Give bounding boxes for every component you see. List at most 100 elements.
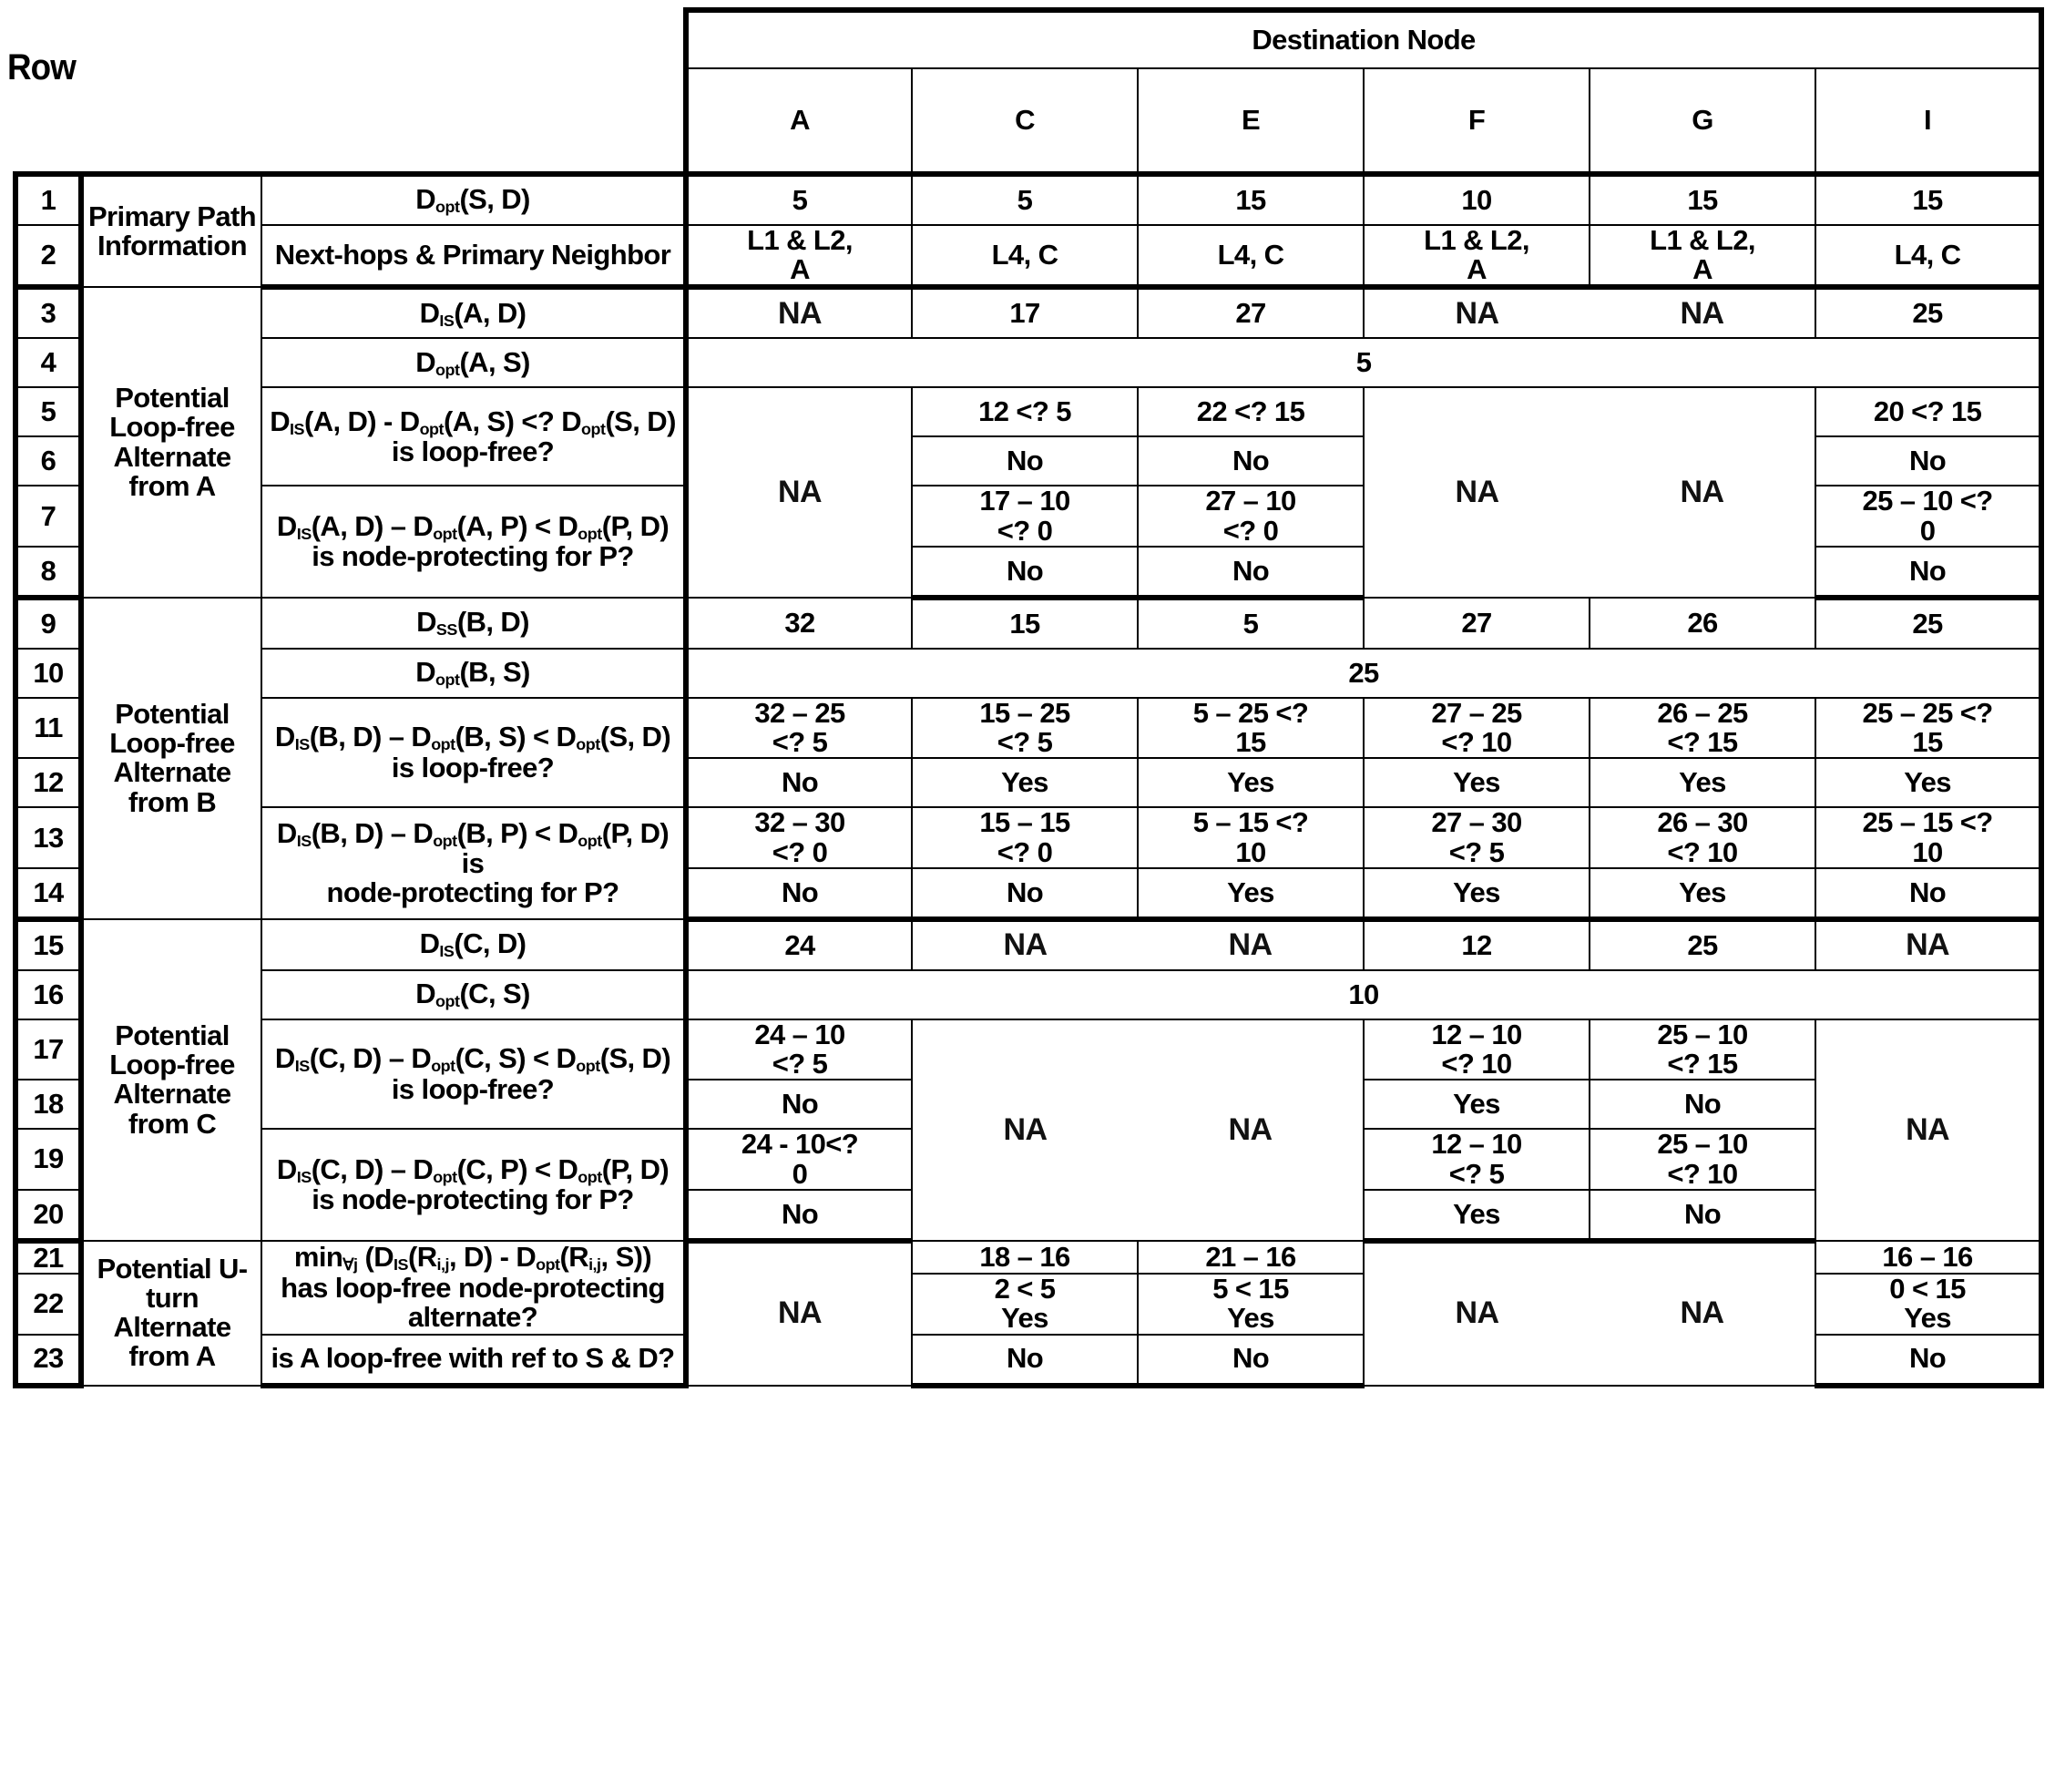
desc-dis-c-d: DIS(C, D): [261, 919, 686, 970]
cell-r1-a: 5: [686, 174, 912, 225]
desc-r10-post: (B, S): [459, 656, 529, 688]
group-label-alt-b-l2: Loop-free: [84, 729, 261, 758]
desc-r13-s1: IS: [297, 832, 312, 850]
row-number-21: 21: [15, 1241, 81, 1274]
table-row: 21 Potential U- turn Alternate from A mi…: [15, 1241, 2041, 1274]
row-number-19: 19: [15, 1129, 81, 1189]
cell-r14-a: No: [686, 868, 912, 919]
group-label-uturn-l3: Alternate: [84, 1313, 261, 1342]
group-label-uturn-l4: from A: [84, 1342, 261, 1371]
cell-r5r8-fg: NA NA: [1364, 387, 1815, 597]
row-number-7: 7: [15, 486, 81, 546]
desc-loopfree-b: DIS(B, D) – Dopt(B, S) < Dopt(S, D) is l…: [261, 698, 686, 807]
cell-r13-f: 27 – 30 <? 5: [1364, 807, 1590, 867]
cell-r15-g: 25: [1590, 919, 1815, 970]
cell-r5-i: 20 <? 15: [1815, 387, 2041, 436]
header-spacer-desc: [261, 10, 686, 68]
table-row: 1 Primary Path Information Dopt(S, D) 5 …: [15, 174, 2041, 225]
desc-nodeprot-c: DIS(C, D) – Dopt(C, P) < Dopt(P, D) is n…: [261, 1129, 686, 1240]
cell-r21r23-fg: NA NA: [1364, 1241, 1815, 1386]
cell-r9-c: 15: [912, 598, 1138, 649]
cell-r12-c: Yes: [912, 758, 1138, 807]
row-number-6: 6: [15, 436, 81, 486]
desc-r1-pre: D: [415, 183, 435, 215]
table-row: 16 Dopt(C, S) 10: [15, 970, 2041, 1019]
cell-r17-g: 25 – 10 <? 15: [1590, 1019, 1815, 1080]
cell-r1-c: 5: [912, 174, 1138, 225]
desc-r17-s3: opt: [576, 1057, 599, 1075]
header-node-c: C: [912, 68, 1138, 174]
desc-r9-post: (B, D): [457, 606, 529, 638]
cell-r2-g: L1 & L2, A: [1590, 225, 1815, 287]
header-node-f: F: [1364, 68, 1590, 174]
group-label-alt-b-l3: Alternate: [84, 758, 261, 787]
na-label: NA: [778, 476, 822, 508]
desc-r7-s1: IS: [297, 525, 312, 543]
row-number-20: 20: [15, 1190, 81, 1241]
desc-r13-s2: opt: [433, 832, 456, 850]
desc-r13-p3: (B, P) < D: [457, 817, 578, 849]
group-label-alt-a-l3: Alternate: [84, 443, 261, 472]
desc-r19-line1: DIS(C, D) – Dopt(C, P) < Dopt(P, D): [262, 1155, 683, 1186]
table-row: 9 Potential Loop-free Alternate from B D…: [15, 598, 2041, 649]
group-label-alt-c-l2: Loop-free: [84, 1050, 261, 1080]
cell-r13-i: 25 – 15 <? 10: [1815, 807, 2041, 867]
header-spacer2-group: [81, 68, 261, 174]
group-label-alt-c-l1: Potential: [84, 1021, 261, 1050]
cell-r15-ce: NA NA: [912, 919, 1364, 970]
na-label: NA: [1906, 929, 1949, 961]
cell-r12-i: Yes: [1815, 758, 2041, 807]
desc-loopfree-c: DIS(C, D) – Dopt(C, S) < Dopt(S, D) is l…: [261, 1019, 686, 1129]
cell-r16-span: 10: [686, 970, 2041, 1019]
cell-r5-c: 12 <? 5: [912, 387, 1138, 436]
group-label-uturn-l2: turn: [84, 1284, 261, 1313]
desc-r5-p1: D: [270, 405, 290, 437]
group-label-uturn-a: Potential U- turn Alternate from A: [81, 1241, 261, 1386]
cell-r9-f: 27: [1364, 598, 1590, 649]
cell-r2-c: L4, C: [912, 225, 1138, 287]
cell-r6-e: No: [1138, 436, 1364, 486]
row-number-8: 8: [15, 547, 81, 598]
cell-r22-i: 0 < 15 Yes: [1815, 1274, 2041, 1334]
row-number-23: 23: [15, 1335, 81, 1386]
cell-r20-g: No: [1590, 1190, 1815, 1241]
cell-r14-e: Yes: [1138, 868, 1364, 919]
cell-r11-f: 27 – 25 <? 10: [1364, 698, 1590, 758]
cell-r17r20-i: NA: [1815, 1019, 2041, 1241]
desc-r5-s1: IS: [290, 419, 304, 437]
cell-r13-c: 15 – 15 <? 0: [912, 807, 1138, 867]
desc-dopt-c-s: Dopt(C, S): [261, 970, 686, 1019]
row-number-18: 18: [15, 1080, 81, 1129]
cell-r12-e: Yes: [1138, 758, 1364, 807]
row-number-13: 13: [15, 807, 81, 867]
desc-r7-line2: is node-protecting for P?: [262, 542, 683, 571]
cell-r14-c: No: [912, 868, 1138, 919]
desc-r21-p0: min: [294, 1241, 342, 1273]
cell-r15-i: NA: [1815, 919, 2041, 970]
cell-r17r20-ce: NA NA: [912, 1019, 1364, 1241]
cell-r22-c: 2 < 5 Yes: [912, 1274, 1138, 1334]
desc-r9-pre: D: [416, 606, 436, 638]
cell-r7-c: 17 – 10 <? 0: [912, 486, 1138, 546]
cell-r12-g: Yes: [1590, 758, 1815, 807]
desc-r17-p1: D: [275, 1042, 295, 1074]
row-number-15: 15: [15, 919, 81, 970]
group-label-primary-line1: Primary Path: [84, 202, 261, 231]
desc-next-hops: Next-hops & Primary Neighbor: [261, 225, 686, 287]
desc-r5-p3: (A, S) <? D: [444, 405, 581, 437]
cell-r14-g: Yes: [1590, 868, 1815, 919]
group-label-alt-b-l1: Potential: [84, 700, 261, 729]
na-label: NA: [1456, 1297, 1499, 1329]
header-node-g: G: [1590, 68, 1815, 174]
cell-r9-i: 25: [1815, 598, 2041, 649]
desc-r21-p1: (D: [358, 1241, 394, 1273]
cell-r2-a: L1 & L2, A: [686, 225, 912, 287]
desc-r15-post: (C, D): [454, 927, 526, 959]
header-row-destination: Destination Node: [15, 10, 2041, 68]
cell-r18-g: No: [1590, 1080, 1815, 1129]
desc-dopt-b-s: Dopt(B, S): [261, 649, 686, 698]
desc-r21-p5: , S)): [601, 1241, 652, 1273]
table-row: 13 DIS(B, D) – Dopt(B, P) < Dopt(P, D) i…: [15, 807, 2041, 867]
cell-r9-g: 26: [1590, 598, 1815, 649]
na-label: NA: [1456, 476, 1499, 508]
